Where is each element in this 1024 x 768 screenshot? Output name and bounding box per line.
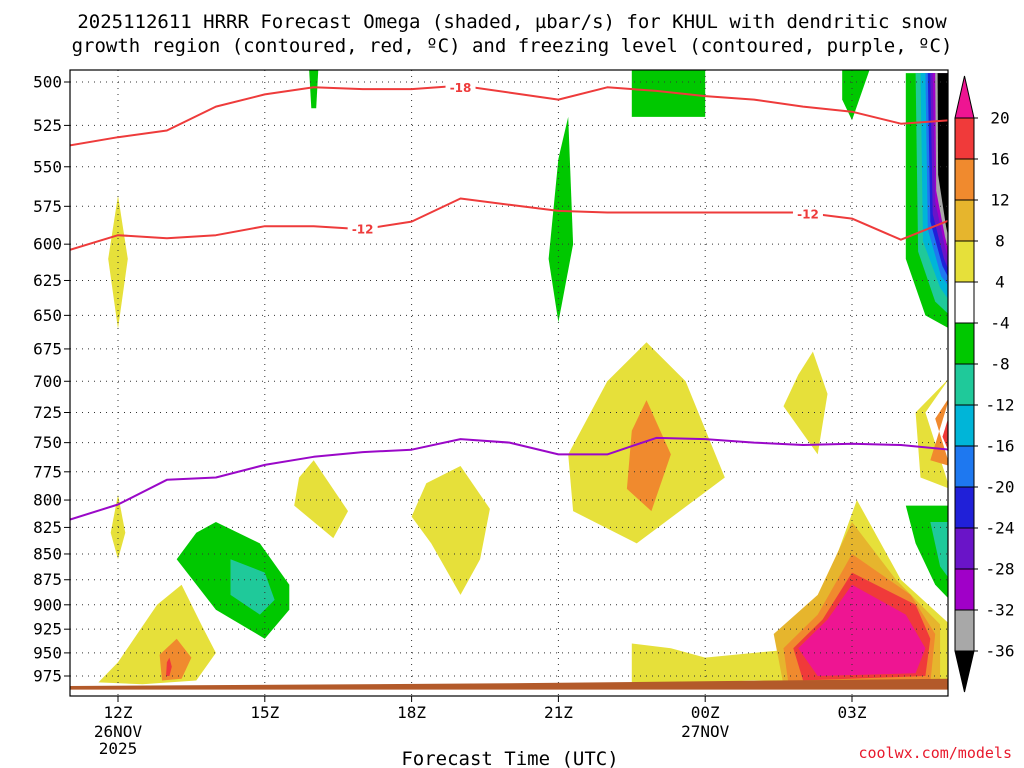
colorbar-swatch-12 (954, 568, 975, 611)
chart-title-line1: 2025112611 HRRR Forecast Omega (shaded, … (77, 11, 947, 33)
y-tick-label-675: 675 (33, 339, 62, 358)
colorbar-top-triangle (954, 75, 975, 119)
series-line-0 (70, 84, 948, 147)
omega-region-34 (937, 73, 948, 236)
colorbar-swatch-13 (954, 609, 975, 652)
colorbar-swatch-10 (954, 486, 975, 529)
colorbar-label-5: -4 (990, 314, 1009, 333)
x-date-label-00Z: 27NOV (681, 722, 730, 741)
x-year-label-12Z: 2025 (99, 739, 138, 758)
colorbar-label-6: -8 (990, 355, 1009, 374)
y-tick-label-950: 950 (33, 643, 62, 662)
colorbar-swatch-2 (954, 158, 975, 201)
colorbar-swatch-7 (954, 363, 975, 406)
y-tick-label-925: 925 (33, 620, 62, 639)
colorbar-label-4: 4 (995, 273, 1005, 292)
contour-labels: -18 -12 -12 (347, 80, 823, 237)
omega-region-20 (798, 584, 926, 676)
omega-region-6 (230, 559, 275, 615)
colorbar-label-2: 12 (990, 191, 1009, 210)
omega-region-15 (842, 70, 870, 121)
y-tick-label-825: 825 (33, 518, 62, 537)
colorbar-swatch-4 (954, 240, 975, 283)
contour-label-1: -12 (352, 223, 374, 237)
terrain-ground (70, 678, 948, 690)
colorbar-swatch-5 (954, 281, 975, 324)
y-tick-label-750: 750 (33, 433, 62, 452)
colorbar-label-8: -16 (986, 437, 1015, 456)
x-tick-label-00Z: 00Z (691, 703, 720, 722)
contour-label-bg-0 (445, 80, 476, 95)
x-tick-label-12Z: 12Z (104, 703, 133, 722)
omega-region-14 (783, 351, 828, 455)
y-tick-label-625: 625 (33, 271, 62, 290)
y-tick-label-700: 700 (33, 372, 62, 391)
colorbar-swatch-11 (954, 527, 975, 570)
omega-region-7 (294, 460, 348, 539)
y-tick-label-800: 800 (33, 491, 62, 510)
y-tick-label-525: 525 (33, 116, 62, 135)
colorbar-label-7: -12 (986, 396, 1015, 415)
colorbar-swatch-1 (954, 117, 975, 160)
colorbar-swatch-8 (954, 404, 975, 447)
y-tick-label-600: 600 (33, 235, 62, 254)
colorbar-label-0: 20 (990, 109, 1009, 128)
y-tick-label-575: 575 (33, 197, 62, 216)
y-axis: 500 525 550 575 600 625 650 675 700 725 750 775 800 8… (33, 73, 70, 686)
contour-label-2: -12 (797, 208, 819, 222)
credit-text: coolwx.com/models (858, 744, 1012, 762)
x-tick-label-03Z: 03Z (838, 703, 867, 722)
colorbar-swatch-6 (954, 322, 975, 365)
y-tick-label-725: 725 (33, 403, 62, 422)
omega-region-10 (548, 116, 574, 323)
omega-region-23 (942, 418, 948, 450)
omega-region-13 (626, 400, 671, 512)
y-tick-label-975: 975 (33, 667, 62, 686)
gridlines (70, 70, 948, 696)
y-tick-label-850: 850 (33, 544, 62, 563)
x-tick-label-21Z: 21Z (544, 703, 573, 722)
plot-frame (69, 69, 949, 697)
y-tick-label-900: 900 (33, 595, 62, 614)
series-line-2 (70, 436, 948, 521)
contour-label-bg-2 (792, 207, 823, 222)
omega-region-8 (309, 70, 319, 109)
omega-region-25 (930, 522, 948, 578)
colorbar-label-12: -32 (986, 601, 1015, 620)
y-tick-label-500: 500 (33, 73, 62, 92)
x-tick-label-18Z: 18Z (397, 703, 426, 722)
colorbar-label-3: 8 (995, 232, 1005, 251)
colorbar-label-1: 16 (990, 150, 1009, 169)
omega-shading (98, 70, 948, 690)
colorbar-label-13: -36 (986, 642, 1015, 661)
omega-region-4 (166, 657, 172, 676)
x-date-label-12Z: 26NOV (94, 722, 143, 741)
contour-label-0: -18 (450, 81, 472, 95)
contour-label-bg-1 (347, 222, 378, 237)
chart-title-line2: growth region (contoured, red, ºC) and f… (72, 35, 953, 57)
y-tick-label-775: 775 (33, 462, 62, 481)
colorbar-swatch-9 (954, 445, 975, 488)
x-axis-label: Forecast Time (UTC) (401, 748, 618, 768)
y-tick-label-550: 550 (33, 157, 62, 176)
y-tick-label-650: 650 (33, 306, 62, 325)
omega-region-11 (631, 70, 706, 117)
colorbar-label-11: -28 (986, 560, 1015, 579)
omega-region-9 (411, 466, 490, 595)
colorbar-swatch-3 (954, 199, 975, 242)
colorbar-bottom-triangle (954, 650, 975, 693)
colorbar-label-9: -20 (986, 478, 1015, 497)
colorbar-label-10: -24 (986, 519, 1015, 538)
y-tick-label-875: 875 (33, 570, 62, 589)
x-tick-label-15Z: 15Z (250, 703, 279, 722)
colorbar-legend: 20 16 12 8 4 -4 -8 -12 -16 -20 -24 -28 -32 -36 (954, 75, 1015, 693)
terrain-fill (70, 678, 948, 690)
